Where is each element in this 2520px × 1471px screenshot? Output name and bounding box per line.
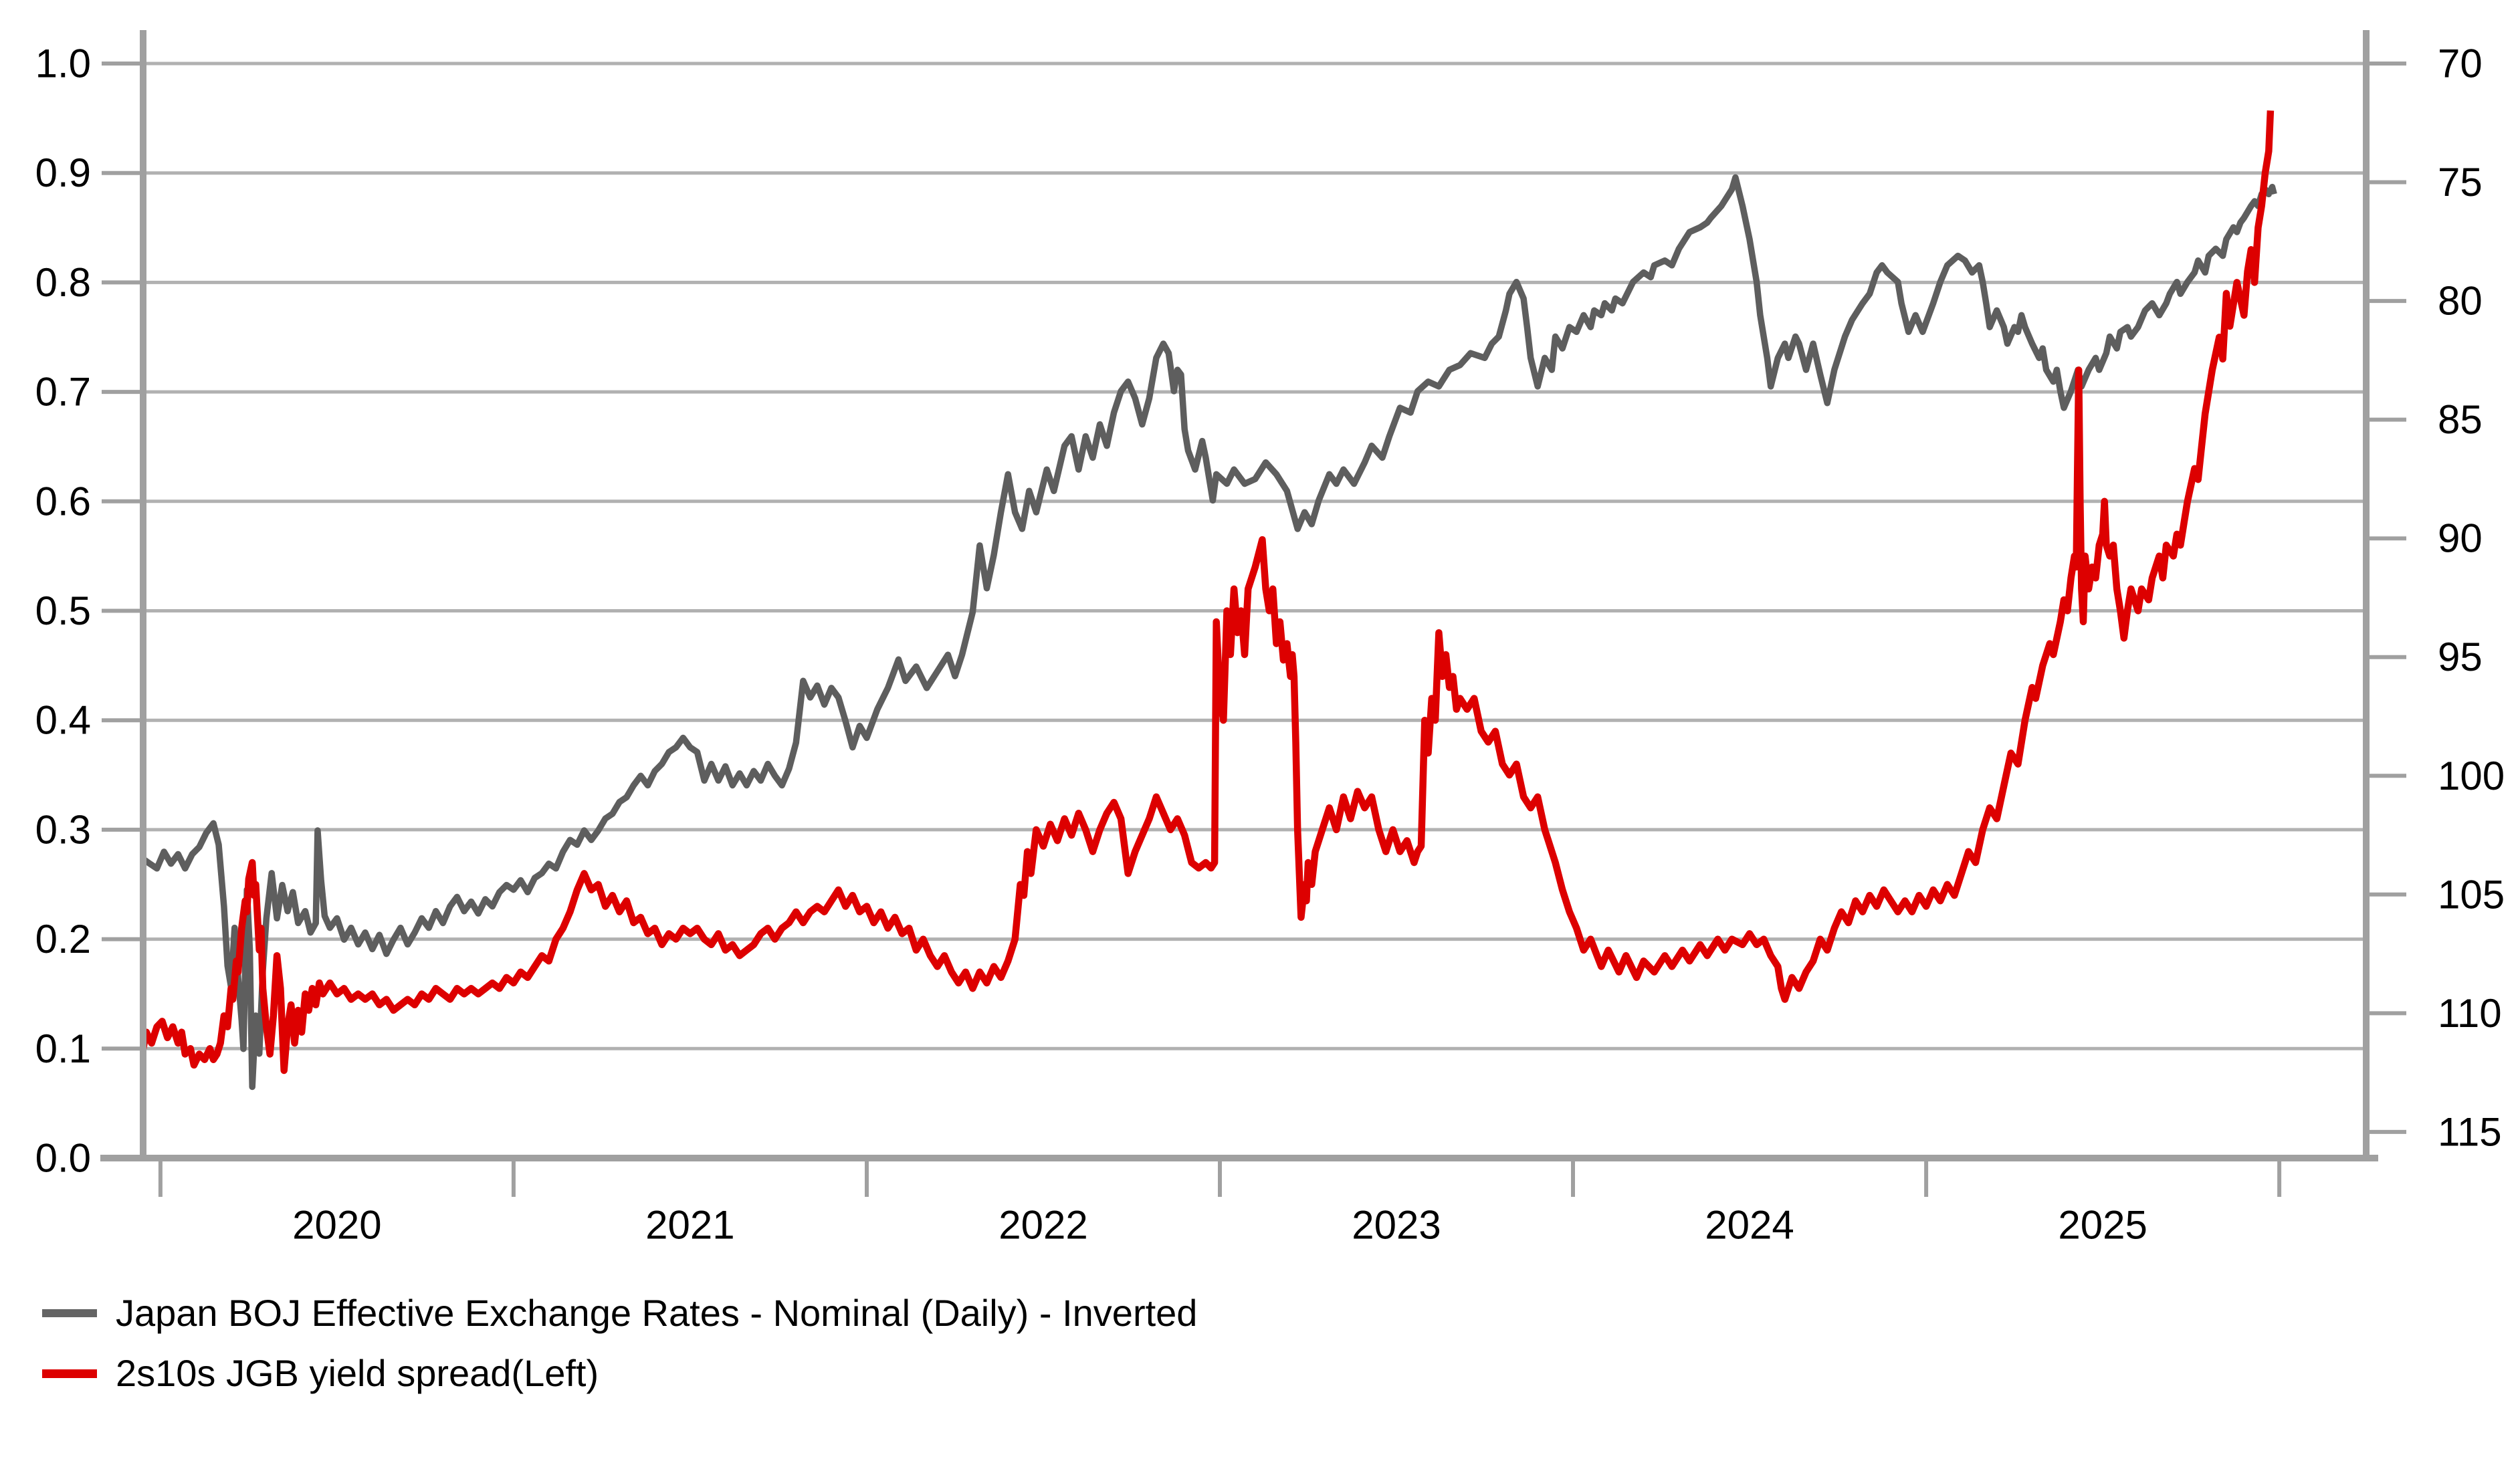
y-right-tick-label: 90 bbox=[2438, 516, 2483, 561]
x-tick-label: 2020 bbox=[292, 1203, 381, 1248]
y-left-tick-label: 0.4 bbox=[35, 698, 91, 743]
series-line-2s10s-spread bbox=[139, 110, 2275, 1074]
legend-item-boj-eer: Japan BOJ Effective Exchange Rates - Nom… bbox=[42, 1294, 1197, 1332]
y-right-tick-label: 110 bbox=[2438, 991, 2502, 1036]
y-right-tick-label: 100 bbox=[2438, 754, 2505, 798]
y-right-tick-label: 105 bbox=[2438, 872, 2505, 917]
y-left-tick-label: 0.5 bbox=[35, 588, 91, 633]
y-left-tick-label: 0.9 bbox=[35, 150, 91, 195]
x-tick-label: 2025 bbox=[2058, 1203, 2147, 1248]
legend-swatch-gray-line-icon bbox=[42, 1309, 97, 1317]
y-left-tick-label: 0.2 bbox=[35, 917, 91, 961]
y-left-tick-label: 1.0 bbox=[35, 41, 91, 86]
x-tick-label: 2024 bbox=[1705, 1203, 1794, 1248]
axes bbox=[100, 30, 2406, 1197]
x-tick-label: 2023 bbox=[1352, 1203, 1441, 1248]
y-right-tick-label: 85 bbox=[2438, 397, 2483, 442]
y-right-tick-label: 75 bbox=[2438, 160, 2483, 205]
legend-item-2s10s-spread: 2s10s JGB yield spread(Left) bbox=[42, 1355, 1197, 1392]
x-tick-label: 2021 bbox=[645, 1203, 734, 1248]
axis-labels: 1.0 0.9 0.8 0.7 0.6 0.5 0.4 0.3 0.2 0.1 0.0 70 75 80 8… bbox=[35, 41, 2505, 1248]
y-right-tick-label: 95 bbox=[2438, 635, 2483, 679]
legend: Japan BOJ Effective Exchange Rates - Nom… bbox=[42, 1294, 1197, 1392]
legend-label-2s10s-spread: 2s10s JGB yield spread(Left) bbox=[116, 1352, 599, 1394]
gridlines bbox=[143, 62, 2366, 1050]
y-left-tick-label: 0.6 bbox=[35, 479, 91, 524]
y-right-tick-label: 80 bbox=[2438, 279, 2483, 324]
y-right-tick-label: 115 bbox=[2438, 1109, 2502, 1154]
y-left-tick-label: 0.0 bbox=[35, 1136, 91, 1181]
legend-label-boj-eer: Japan BOJ Effective Exchange Rates - Nom… bbox=[116, 1292, 1198, 1334]
y-right-tick-label: 70 bbox=[2438, 41, 2483, 86]
y-left-tick-label: 0.1 bbox=[35, 1026, 91, 1071]
y-left-tick-label: 0.8 bbox=[35, 260, 91, 305]
y-left-tick-label: 0.7 bbox=[35, 370, 91, 415]
legend-swatch-red-line-icon bbox=[42, 1369, 97, 1378]
y-left-tick-label: 0.3 bbox=[35, 807, 91, 852]
series-line-japan-boj-eer bbox=[141, 174, 2277, 1091]
series-lines bbox=[139, 110, 2277, 1091]
x-tick-label: 2022 bbox=[999, 1203, 1087, 1248]
